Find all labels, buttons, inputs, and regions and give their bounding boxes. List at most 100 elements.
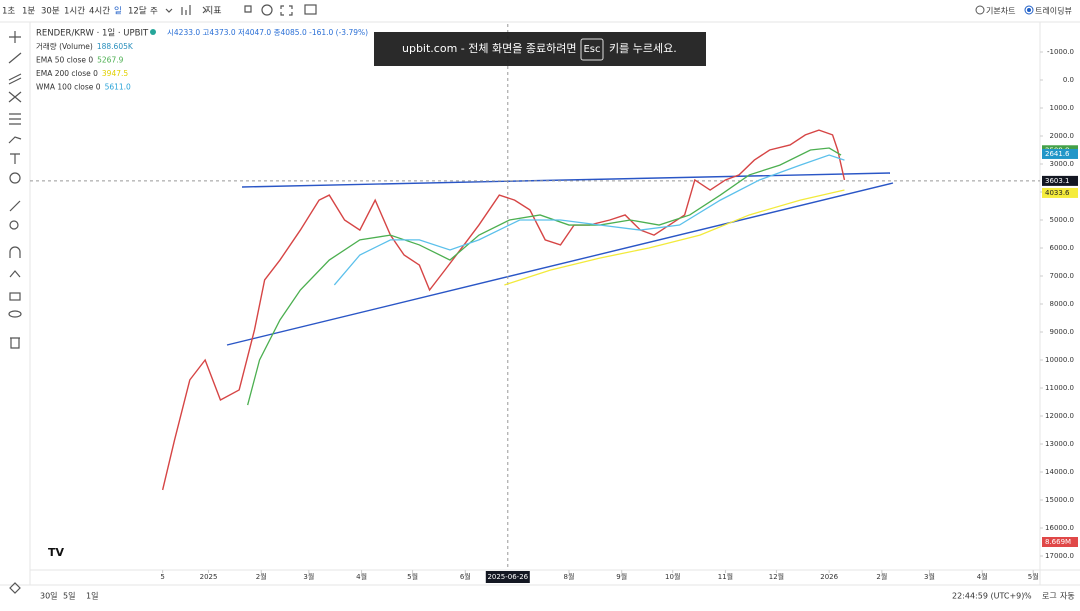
crosshair-y-bg [1042,175,1078,186]
interval[interactable]: 1분 [22,7,35,17]
delete-tool[interactable] [10,337,20,349]
pattern-tool[interactable] [8,91,22,103]
range-button[interactable]: 5일 [63,592,75,601]
notice: upbit.com - 전체 화면을 종료하려면 Esc 키를 누르세요. [374,32,706,66]
x-tick-label: 4월 [977,572,988,581]
price-label: 2641.6 [1045,150,1070,158]
y-tick-label: 14000.0 [1045,468,1074,476]
y-tick-label: 1000.0 [1050,104,1075,112]
series-line [247,147,842,406]
range-button[interactable]: 30일 [40,592,58,601]
interval[interactable]: 1초 [2,7,15,17]
interval[interactable]: 30분 [41,7,60,17]
radio-tv[interactable] [1024,5,1034,15]
interval[interactable]: 일 [114,7,122,17]
trendline [226,182,894,346]
indicator-value: 188.605K [97,42,134,51]
ruler-tool[interactable] [9,200,21,212]
interval[interactable]: 4시간 [89,6,110,17]
layers-tool[interactable] [9,582,21,594]
y-tick-label: 7000.0 [1050,272,1075,280]
x-tick-label: 2026 [820,573,838,581]
interval[interactable]: 1시간 [64,6,85,17]
y-tick-label: 17000.0 [1045,552,1074,560]
indicator-value: 5611.0 [105,83,131,92]
left-tools[interactable] [8,31,22,594]
notice-key: Esc [583,44,600,55]
indicator-icon[interactable] [202,6,207,14]
axis-option[interactable]: % [1024,592,1032,601]
y-tick-label: -1000.0 [1047,48,1074,56]
line-tool[interactable] [8,52,22,64]
y-tick-label: 12000.0 [1045,412,1074,420]
interval[interactable]: 주 [150,7,158,17]
visibility-tool[interactable] [8,310,22,318]
fullscreen[interactable] [280,5,293,16]
interval[interactable]: 12달 [128,6,147,17]
channel-tool[interactable] [8,73,22,85]
series-line [504,189,845,286]
draw-mode-tool[interactable] [9,270,21,278]
crosshair-x-label: 2025-06-26 [487,573,528,581]
indicators-button[interactable]: 지표 [205,6,222,17]
x-tick-label: 12월 [769,572,784,581]
x-tick-label: 9월 [616,572,627,581]
magnet-tool[interactable] [9,246,21,258]
price-label: 4033.6 [1045,189,1070,197]
chart-type[interactable] [181,5,191,15]
crosshair-tool[interactable] [9,31,21,43]
mode-basic[interactable]: 기본차트 [986,7,1015,16]
notice-text: 키를 누르세요. [609,42,677,55]
indicator-name: 거래량 (Volume) [36,42,93,51]
layout[interactable] [244,5,252,13]
brush-tool[interactable] [8,136,22,144]
series-line [161,129,846,491]
x-tick-label: 3월 [924,572,935,581]
indicator-value: 5267.9 [97,56,123,65]
x-tick-label: 5 [160,573,164,581]
notice-bg [374,32,706,66]
ohlc: 시4233.0 고4373.0 저4047.0 종4085.0 -161.0 (… [167,28,368,37]
key-box [580,38,604,61]
mode-tradingview[interactable]: 트레이딩뷰 [1035,6,1072,16]
x-tick-label: 5월 [407,572,418,581]
notice-text: upbit.com - 전체 화면을 종료하려면 [402,41,576,55]
tv-logo: TV [48,546,65,559]
axis-option[interactable]: 자동 [1060,592,1075,601]
price-label-bg [1042,148,1078,159]
volume-label: 8.669M [1045,538,1071,546]
y-tick-label: 3000.0 [1050,160,1075,168]
y-tick-label: 13000.0 [1045,440,1074,448]
volume-label-bg [1042,537,1078,547]
y-tick-label: 0.0 [1063,76,1074,84]
clock: 22:44:59 (UTC+9) [952,592,1024,601]
radio-basic[interactable] [975,5,985,15]
crosshair-y-label: 3603.1 [1045,177,1070,185]
lock-tool[interactable] [9,292,21,301]
axis-option[interactable]: 로그 [1042,592,1057,601]
y-tick-label: 16000.0 [1045,524,1074,532]
settings[interactable] [261,4,273,16]
x-tick-label: 8월 [564,572,575,581]
y-tick-label: 9000.0 [1050,328,1075,336]
screenshot[interactable] [304,4,317,15]
fib-tool[interactable] [9,113,21,125]
x-tick-label: 2월 [876,572,887,581]
range-button[interactable]: 1일 [86,592,98,601]
chart-drawings [226,172,894,346]
status-dot [150,29,156,35]
symbol: RENDER/KRW · 1일 · UPBIT [36,29,149,39]
x-tick-label: 6월 [460,572,471,581]
text-tool[interactable] [10,153,20,164]
top-icons[interactable] [165,4,1034,16]
price-label-bg [1042,187,1078,198]
emoji-tool[interactable] [9,172,21,184]
y-tick-label: 15000.0 [1045,496,1074,504]
series-line [333,154,845,286]
indicator-name: EMA 50 close 0 [36,56,93,65]
y-tick-label: 10000.0 [1045,356,1074,364]
dropdown[interactable] [165,8,173,13]
zoom-tool[interactable] [9,220,19,230]
